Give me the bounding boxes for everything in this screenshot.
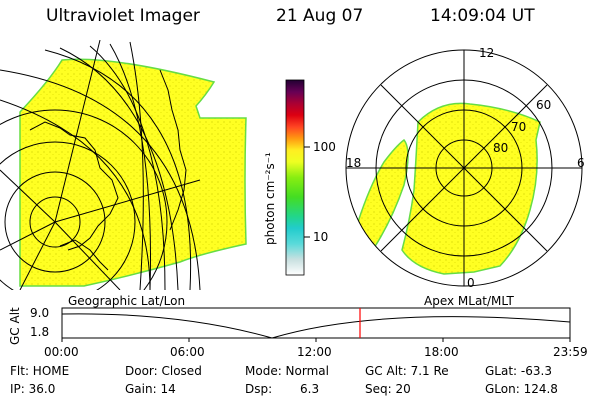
alt-tick-low: 1.8 — [30, 325, 50, 339]
glat-status: GLat: -63.3 — [485, 364, 552, 378]
date-label: 21 Aug 07 — [276, 6, 364, 26]
gain-status: Gain: 14 — [125, 382, 176, 396]
geographic-map — [0, 40, 247, 290]
polar-plot — [345, 49, 583, 287]
time-tick-2: 12:00 — [297, 345, 332, 359]
geographic-label: Geographic Lat/Lon — [68, 294, 186, 308]
lat-label-60: 60 — [536, 98, 552, 112]
mode-status: Mode: Normal — [245, 364, 329, 378]
alt-tick-high: 9.0 — [30, 306, 50, 320]
glon-status: GLon: 124.8 — [485, 382, 558, 396]
altitude-panel — [61, 307, 571, 342]
colorbar-tick-10: 10 — [313, 230, 329, 244]
mlt-label-0: 0 — [467, 276, 475, 290]
dsp-status-value: 6.3 — [300, 382, 320, 396]
color-scale — [285, 79, 310, 276]
time-tick-4: 23:59 — [553, 345, 588, 359]
emission-region-left — [19, 58, 247, 287]
altitude-curve — [61, 313, 571, 339]
seq-status: Seq: 20 — [365, 382, 411, 396]
apex-label: Apex MLat/MLT — [424, 294, 514, 308]
mlt-label-12: 12 — [479, 46, 495, 60]
flight-status: Flt: HOME — [10, 364, 70, 378]
time-label: 14:09:04 UT — [430, 6, 535, 26]
door-status: Door: Closed — [125, 364, 202, 378]
time-tick-0: 00:00 — [44, 345, 79, 359]
gc-alt-status: GC Alt: 7.1 Re — [365, 364, 449, 378]
colorbar-tick-100: 100 — [313, 140, 336, 154]
lat-label-70: 70 — [511, 120, 527, 134]
dsp-status-label: Dsp: — [245, 382, 273, 396]
mlt-label-6: 6 — [577, 156, 585, 170]
ip-status: IP: 36.0 — [10, 382, 56, 396]
lat-label-80: 80 — [493, 141, 509, 155]
gc-alt-axis-label: GC Alt — [8, 307, 22, 345]
colorbar-unit-label: photon cm⁻²s⁻¹ — [263, 152, 277, 245]
mlt-label-18: 18 — [346, 156, 362, 170]
time-tick-3: 18:00 — [424, 345, 459, 359]
instrument-title: Ultraviolet Imager — [46, 6, 200, 26]
time-tick-1: 06:00 — [170, 345, 205, 359]
